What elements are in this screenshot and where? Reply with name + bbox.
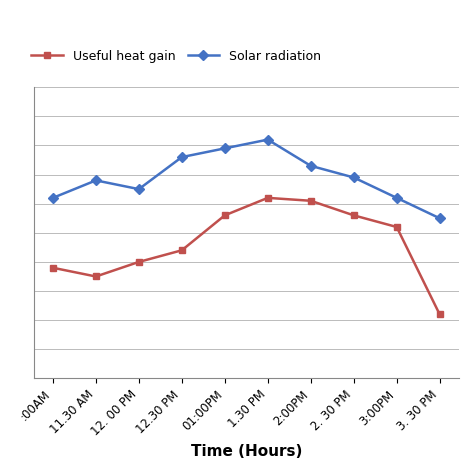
X-axis label: Time (Hours): Time (Hours)	[191, 444, 302, 459]
Useful heat gain	[50, 265, 56, 271]
Solar radiation	[179, 154, 185, 160]
Useful heat gain	[308, 198, 314, 204]
Useful heat gain	[222, 212, 228, 218]
Useful heat gain	[265, 195, 271, 201]
Useful heat gain	[351, 212, 356, 218]
Solar radiation	[50, 195, 56, 201]
Useful heat gain	[394, 224, 400, 230]
Legend: Useful heat gain, Solar radiation: Useful heat gain, Solar radiation	[31, 50, 321, 63]
Useful heat gain	[93, 273, 99, 279]
Useful heat gain	[437, 311, 443, 317]
Line: Solar radiation: Solar radiation	[49, 136, 443, 222]
Solar radiation	[394, 195, 400, 201]
Solar radiation	[136, 186, 142, 192]
Line: Useful heat gain: Useful heat gain	[49, 194, 443, 318]
Solar radiation	[351, 174, 356, 180]
Solar radiation	[222, 146, 228, 151]
Useful heat gain	[179, 247, 185, 253]
Solar radiation	[93, 178, 99, 183]
Solar radiation	[437, 215, 443, 221]
Solar radiation	[308, 163, 314, 169]
Useful heat gain	[136, 259, 142, 265]
Solar radiation	[265, 137, 271, 143]
